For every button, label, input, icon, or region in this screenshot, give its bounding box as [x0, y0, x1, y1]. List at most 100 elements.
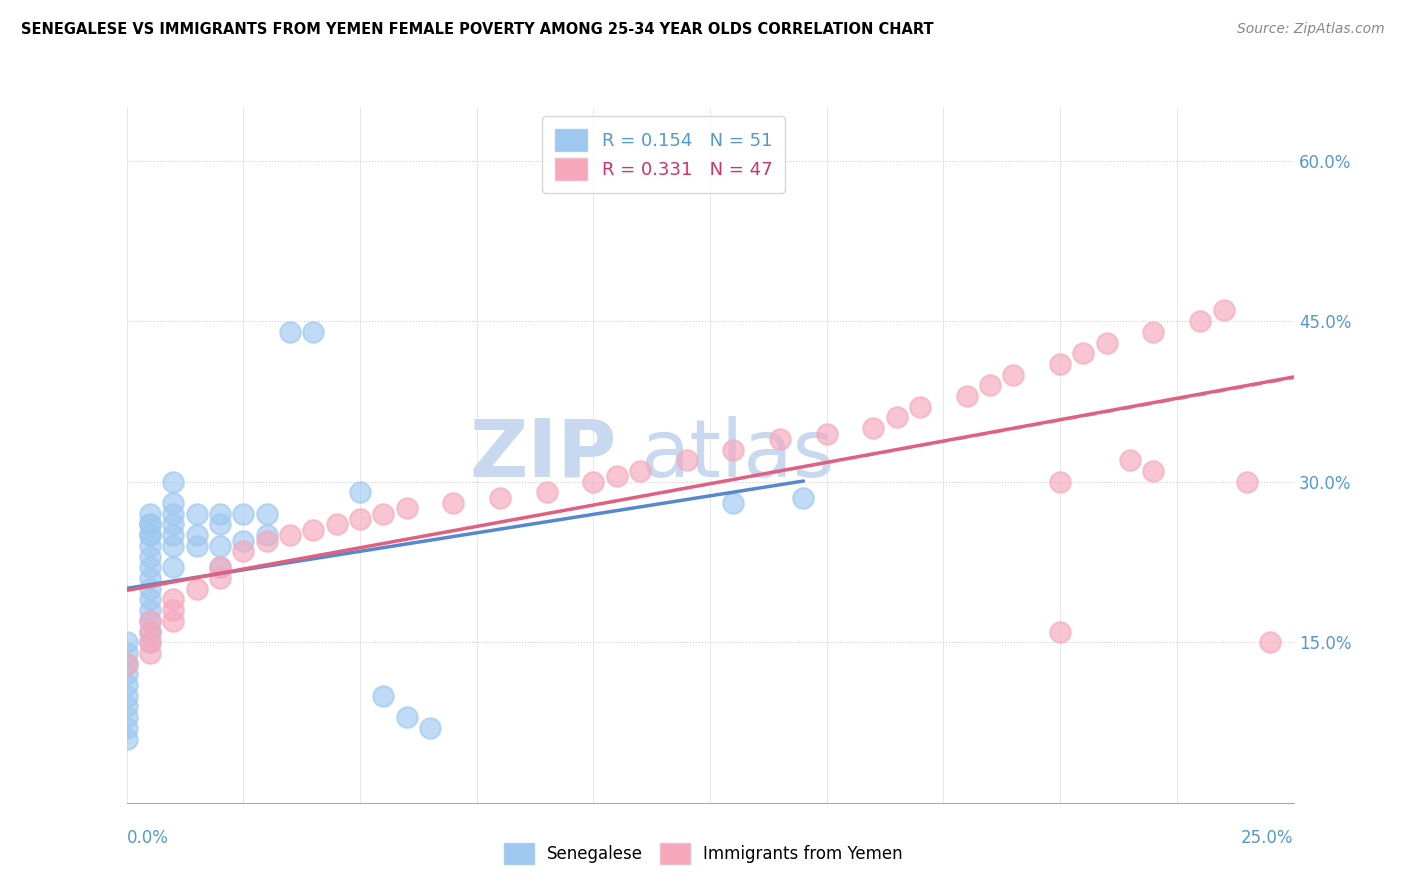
Text: 25.0%: 25.0% — [1241, 829, 1294, 847]
Point — [792, 491, 814, 505]
Point — [395, 501, 418, 516]
Point — [979, 378, 1001, 392]
Point — [115, 699, 138, 714]
Point — [162, 475, 184, 489]
Point — [232, 507, 254, 521]
Point — [723, 442, 745, 457]
Legend: R = 0.154   N = 51, R = 0.331   N = 47: R = 0.154 N = 51, R = 0.331 N = 47 — [541, 116, 785, 193]
Point — [956, 389, 979, 403]
Point — [115, 657, 138, 671]
Point — [1142, 464, 1164, 478]
Point — [115, 667, 138, 681]
Text: 0.0%: 0.0% — [127, 829, 169, 847]
Point — [186, 539, 208, 553]
Point — [139, 528, 162, 542]
Point — [139, 635, 162, 649]
Point — [723, 496, 745, 510]
Point — [186, 528, 208, 542]
Point — [208, 507, 231, 521]
Point — [815, 426, 838, 441]
Point — [1073, 346, 1095, 360]
Point — [162, 603, 184, 617]
Point — [139, 614, 162, 628]
Point — [278, 528, 301, 542]
Point — [862, 421, 884, 435]
Point — [115, 646, 138, 660]
Point — [139, 549, 162, 564]
Point — [536, 485, 558, 500]
Text: ZIP: ZIP — [470, 416, 617, 494]
Point — [162, 528, 184, 542]
Point — [139, 560, 162, 574]
Point — [441, 496, 464, 510]
Point — [769, 432, 792, 446]
Point — [373, 689, 395, 703]
Text: SENEGALESE VS IMMIGRANTS FROM YEMEN FEMALE POVERTY AMONG 25-34 YEAR OLDS CORRELA: SENEGALESE VS IMMIGRANTS FROM YEMEN FEMA… — [21, 22, 934, 37]
Point — [139, 614, 162, 628]
Point — [139, 624, 162, 639]
Point — [489, 491, 512, 505]
Point — [139, 571, 162, 585]
Point — [115, 657, 138, 671]
Point — [1212, 303, 1234, 318]
Point — [1049, 357, 1071, 371]
Point — [232, 533, 254, 548]
Point — [349, 485, 371, 500]
Point — [628, 464, 651, 478]
Point — [1049, 475, 1071, 489]
Point — [278, 325, 301, 339]
Point — [186, 507, 208, 521]
Point — [208, 571, 231, 585]
Point — [139, 624, 162, 639]
Point — [256, 528, 278, 542]
Point — [139, 539, 162, 553]
Point — [115, 678, 138, 692]
Point — [115, 721, 138, 735]
Point — [139, 517, 162, 532]
Point — [162, 517, 184, 532]
Point — [1258, 635, 1281, 649]
Text: Source: ZipAtlas.com: Source: ZipAtlas.com — [1237, 22, 1385, 37]
Point — [115, 689, 138, 703]
Point — [256, 533, 278, 548]
Point — [1189, 314, 1212, 328]
Point — [162, 507, 184, 521]
Point — [419, 721, 441, 735]
Point — [582, 475, 605, 489]
Point — [139, 528, 162, 542]
Point — [139, 646, 162, 660]
Point — [1002, 368, 1025, 382]
Point — [208, 560, 231, 574]
Point — [115, 710, 138, 724]
Point — [325, 517, 347, 532]
Point — [139, 507, 162, 521]
Point — [908, 400, 931, 414]
Point — [208, 560, 231, 574]
Point — [162, 592, 184, 607]
Legend: Senegalese, Immigrants from Yemen: Senegalese, Immigrants from Yemen — [496, 837, 910, 871]
Point — [606, 469, 628, 483]
Point — [139, 603, 162, 617]
Point — [232, 544, 254, 558]
Point — [302, 523, 325, 537]
Point — [395, 710, 418, 724]
Text: atlas: atlas — [640, 416, 834, 494]
Point — [139, 517, 162, 532]
Point — [1095, 335, 1118, 350]
Point — [886, 410, 908, 425]
Point — [302, 325, 325, 339]
Point — [373, 507, 395, 521]
Point — [162, 614, 184, 628]
Point — [162, 539, 184, 553]
Point — [1142, 325, 1164, 339]
Point — [162, 560, 184, 574]
Point — [256, 507, 278, 521]
Point — [186, 582, 208, 596]
Point — [349, 512, 371, 526]
Point — [162, 496, 184, 510]
Point — [208, 539, 231, 553]
Point — [1119, 453, 1142, 467]
Point — [139, 582, 162, 596]
Point — [1049, 624, 1071, 639]
Point — [1236, 475, 1258, 489]
